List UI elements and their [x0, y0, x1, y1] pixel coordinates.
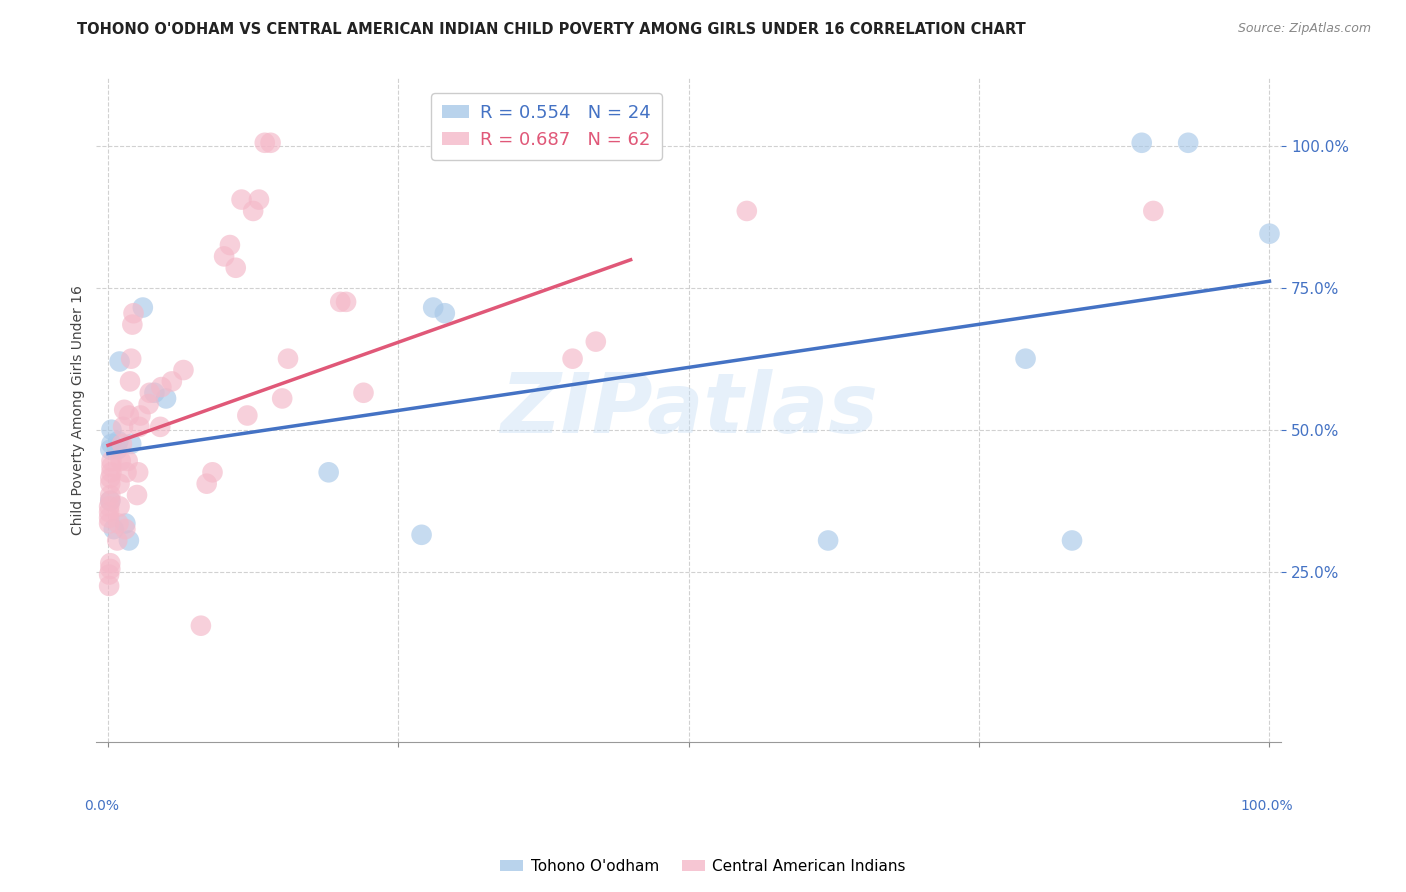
Point: [100, 437, 122, 451]
Point: [118, 409, 141, 423]
Point: [138, 397, 160, 411]
Point: [253, 136, 276, 150]
Point: [259, 136, 281, 150]
Point: [98, 442, 121, 457]
Point: [1014, 351, 1036, 366]
Point: [160, 375, 183, 389]
Point: [127, 465, 149, 479]
Point: [817, 533, 839, 548]
Point: [585, 334, 607, 349]
Point: [108, 500, 131, 514]
Point: [212, 249, 235, 263]
Point: [105, 533, 128, 548]
Point: [105, 442, 128, 457]
Point: [735, 203, 758, 218]
Point: [100, 459, 122, 474]
Point: [98, 488, 121, 502]
Point: [433, 306, 456, 320]
Point: [150, 380, 173, 394]
Point: [561, 351, 583, 366]
Point: [129, 409, 152, 423]
Text: TOHONO O'ODHAM VS CENTRAL AMERICAN INDIAN CHILD POVERTY AMONG GIRLS UNDER 16 COR: TOHONO O'ODHAM VS CENTRAL AMERICAN INDIA…: [77, 22, 1026, 37]
Point: [318, 465, 340, 479]
Text: 100.0%: 100.0%: [1240, 798, 1294, 813]
Point: [118, 375, 141, 389]
Point: [112, 420, 135, 434]
Point: [111, 437, 134, 451]
Point: [247, 193, 270, 207]
Point: [149, 420, 172, 434]
Point: [108, 354, 131, 368]
Point: [132, 301, 155, 315]
Point: [411, 528, 433, 542]
Point: [98, 567, 121, 582]
Point: [231, 193, 253, 207]
Point: [422, 301, 444, 315]
Point: [329, 294, 352, 309]
Point: [1142, 203, 1164, 218]
Point: [112, 402, 135, 417]
Point: [1060, 533, 1083, 548]
Point: [1177, 136, 1199, 150]
Text: ZIPatlas: ZIPatlas: [499, 369, 877, 450]
Point: [225, 260, 247, 275]
Point: [98, 556, 121, 570]
Point: [242, 203, 264, 218]
Point: [1130, 136, 1153, 150]
Point: [107, 434, 129, 448]
Point: [125, 488, 148, 502]
Point: [195, 476, 218, 491]
Point: [353, 385, 375, 400]
Text: Source: ZipAtlas.com: Source: ZipAtlas.com: [1237, 22, 1371, 36]
Point: [98, 493, 121, 508]
Point: [98, 562, 121, 576]
Point: [117, 454, 139, 468]
Point: [98, 510, 121, 524]
Point: [114, 516, 136, 531]
Point: [100, 454, 122, 468]
Legend: R = 0.554   N = 24, R = 0.687   N = 62: R = 0.554 N = 24, R = 0.687 N = 62: [432, 93, 662, 160]
Point: [98, 505, 121, 519]
Point: [107, 516, 129, 531]
Point: [103, 522, 125, 536]
Legend: Tohono O'odham, Central American Indians: Tohono O'odham, Central American Indians: [494, 853, 912, 880]
Point: [98, 516, 121, 531]
Point: [100, 423, 122, 437]
Point: [120, 351, 142, 366]
Point: [122, 306, 145, 320]
Text: 0.0%: 0.0%: [84, 798, 120, 813]
Point: [335, 294, 357, 309]
Point: [271, 392, 294, 406]
Point: [100, 465, 122, 479]
Point: [108, 476, 131, 491]
Point: [98, 493, 121, 508]
Point: [98, 471, 121, 485]
Point: [219, 238, 242, 252]
Point: [277, 351, 299, 366]
Point: [115, 465, 138, 479]
Point: [121, 318, 143, 332]
Point: [114, 522, 136, 536]
Point: [190, 618, 212, 632]
Point: [1258, 227, 1281, 241]
Point: [98, 500, 121, 514]
Point: [98, 579, 121, 593]
Point: [128, 420, 150, 434]
Y-axis label: Child Poverty Among Girls Under 16: Child Poverty Among Girls Under 16: [72, 285, 86, 534]
Point: [110, 454, 132, 468]
Point: [98, 476, 121, 491]
Point: [118, 533, 141, 548]
Point: [143, 385, 166, 400]
Point: [120, 437, 142, 451]
Point: [172, 363, 194, 377]
Point: [236, 409, 259, 423]
Point: [201, 465, 224, 479]
Point: [139, 385, 162, 400]
Point: [155, 392, 177, 406]
